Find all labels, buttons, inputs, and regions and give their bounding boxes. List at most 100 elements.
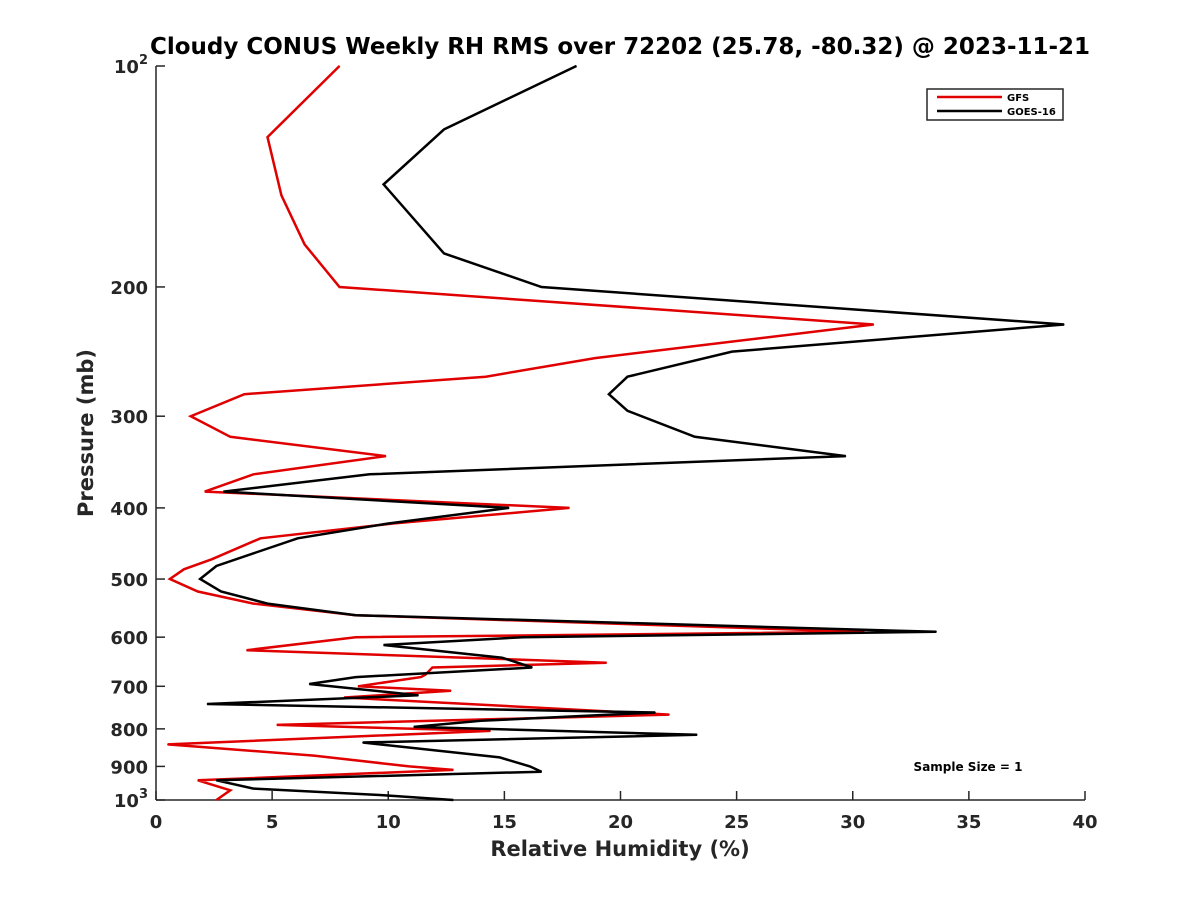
data-point-gfs bbox=[197, 591, 199, 592]
data-point-gfs bbox=[243, 393, 245, 395]
data-point-goes-16 bbox=[480, 720, 482, 722]
chart-title: Cloudy CONUS Weekly RH RMS over 72202 (2… bbox=[150, 34, 1090, 60]
y-tick-label: 700 bbox=[110, 677, 148, 698]
data-point-goes-16 bbox=[845, 455, 847, 457]
data-point-goes-16 bbox=[387, 523, 389, 524]
data-point-goes-16 bbox=[501, 657, 503, 659]
data-point-gfs bbox=[253, 473, 254, 475]
x-tick-label: 30 bbox=[840, 812, 865, 833]
data-point-goes-16 bbox=[575, 65, 577, 67]
data-point-goes-16 bbox=[222, 491, 224, 493]
legend-label-gfs: GFS bbox=[1007, 93, 1029, 104]
data-point-gfs bbox=[873, 324, 875, 325]
x-tick-label: 20 bbox=[608, 812, 633, 833]
data-point-gfs bbox=[339, 65, 340, 67]
data-point-goes-16 bbox=[499, 756, 501, 758]
data-point-goes-16 bbox=[417, 694, 419, 696]
x-tick-label: 40 bbox=[1072, 812, 1097, 833]
data-point-goes-16 bbox=[443, 252, 445, 254]
x-tick-label: 10 bbox=[376, 812, 401, 833]
data-point-goes-16 bbox=[627, 410, 628, 412]
x-tick-label: 0 bbox=[150, 812, 163, 833]
x-tick-label: 5 bbox=[266, 812, 279, 833]
series-gfs bbox=[167, 65, 875, 802]
data-point-goes-16 bbox=[608, 393, 610, 395]
data-point-gfs bbox=[229, 789, 231, 791]
y-tick-label: 500 bbox=[110, 570, 148, 591]
data-point-goes-16 bbox=[267, 603, 268, 605]
data-point-goes-16 bbox=[253, 788, 254, 790]
data-point-goes-16 bbox=[220, 591, 222, 592]
data-point-goes-16 bbox=[935, 631, 937, 633]
data-point-gfs bbox=[260, 537, 261, 539]
data-point-gfs bbox=[313, 755, 315, 757]
data-point-gfs bbox=[339, 286, 340, 288]
y-tick-label: 400 bbox=[110, 499, 148, 520]
data-point-goes-16 bbox=[522, 636, 524, 638]
data-point-gfs bbox=[215, 799, 217, 801]
y-tick-label: 200 bbox=[110, 278, 148, 299]
data-point-goes-16 bbox=[731, 351, 733, 353]
y-tick-label: 300 bbox=[110, 407, 148, 428]
data-point-gfs bbox=[431, 667, 433, 668]
data-point-gfs bbox=[169, 578, 171, 580]
data-point-gfs bbox=[489, 730, 491, 732]
data-point-gfs bbox=[594, 357, 596, 359]
data-point-gfs bbox=[304, 243, 306, 245]
series-line-goes-16 bbox=[197, 64, 1065, 802]
data-point-goes-16 bbox=[508, 507, 510, 509]
series-layer bbox=[167, 64, 1065, 802]
data-point-goes-16 bbox=[694, 436, 696, 438]
x-tick-label: 15 bbox=[492, 812, 517, 833]
data-point-gfs bbox=[190, 415, 192, 417]
data-point-goes-16 bbox=[215, 779, 217, 781]
data-point-gfs bbox=[485, 376, 487, 378]
data-point-goes-16 bbox=[627, 376, 628, 378]
data-point-gfs bbox=[211, 558, 213, 560]
legend-box bbox=[926, 88, 1064, 121]
data-point-goes-16 bbox=[452, 799, 454, 801]
x-ticks: 0 5 10 15 20 25 30 35 40 bbox=[150, 791, 1098, 833]
data-point-goes-16 bbox=[199, 578, 201, 580]
data-point-goes-16 bbox=[255, 552, 257, 553]
data-point-goes-16 bbox=[362, 742, 364, 743]
y-axis-label: Pressure (mb) bbox=[74, 349, 98, 517]
data-point-goes-16 bbox=[297, 537, 299, 539]
x-tick-label: 25 bbox=[724, 812, 749, 833]
data-point-goes-16 bbox=[541, 286, 542, 288]
data-point-goes-16 bbox=[529, 765, 531, 767]
data-point-gfs bbox=[197, 779, 199, 781]
x-axis-label: Relative Humidity (%) bbox=[490, 837, 749, 861]
data-point-goes-16 bbox=[696, 734, 698, 736]
data-point-gfs bbox=[568, 507, 570, 509]
data-point-goes-16 bbox=[541, 771, 542, 773]
data-point-goes-16 bbox=[1063, 324, 1065, 325]
data-point-goes-16 bbox=[369, 473, 371, 475]
data-point-goes-16 bbox=[355, 614, 357, 616]
data-point-gfs bbox=[385, 455, 387, 457]
data-point-goes-16 bbox=[443, 128, 445, 130]
data-point-gfs bbox=[246, 649, 248, 651]
data-point-goes-16 bbox=[383, 183, 385, 185]
data-point-goes-16 bbox=[308, 683, 310, 685]
data-point-gfs bbox=[606, 662, 608, 664]
data-point-goes-16 bbox=[215, 565, 217, 567]
data-point-gfs bbox=[450, 690, 452, 692]
data-point-gfs bbox=[229, 436, 231, 438]
data-point-goes-16 bbox=[355, 676, 357, 678]
y-tick-label: 102 bbox=[114, 53, 148, 78]
sample-size-annotation: Sample Size = 1 bbox=[914, 760, 1023, 774]
x-tick-label: 35 bbox=[956, 812, 981, 833]
data-point-goes-16 bbox=[413, 726, 415, 728]
y-ticks: 102 200 300 400 500 600 700 800 900 103 bbox=[110, 53, 165, 812]
y-tick-label: 103 bbox=[114, 787, 148, 812]
y-tick-label: 900 bbox=[110, 757, 148, 778]
data-point-gfs bbox=[420, 676, 422, 678]
data-point-gfs bbox=[280, 194, 282, 196]
data-point-goes-16 bbox=[383, 644, 385, 646]
y-tick-label: 800 bbox=[110, 720, 148, 741]
data-point-gfs bbox=[355, 636, 357, 638]
data-point-goes-16 bbox=[531, 667, 533, 668]
